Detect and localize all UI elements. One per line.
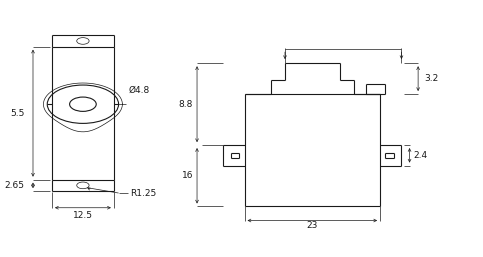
Text: 8.8: 8.8 — [179, 100, 193, 109]
Text: 2.65: 2.65 — [4, 181, 25, 190]
Text: 5.5: 5.5 — [10, 109, 25, 118]
Text: Ø4.8: Ø4.8 — [128, 86, 149, 95]
Text: 12.5: 12.5 — [73, 211, 93, 220]
Text: 3.2: 3.2 — [424, 74, 438, 83]
Text: 16: 16 — [182, 171, 193, 180]
Text: 23: 23 — [307, 221, 318, 230]
Text: R1.25: R1.25 — [130, 189, 156, 198]
Text: 2.4: 2.4 — [413, 151, 427, 160]
